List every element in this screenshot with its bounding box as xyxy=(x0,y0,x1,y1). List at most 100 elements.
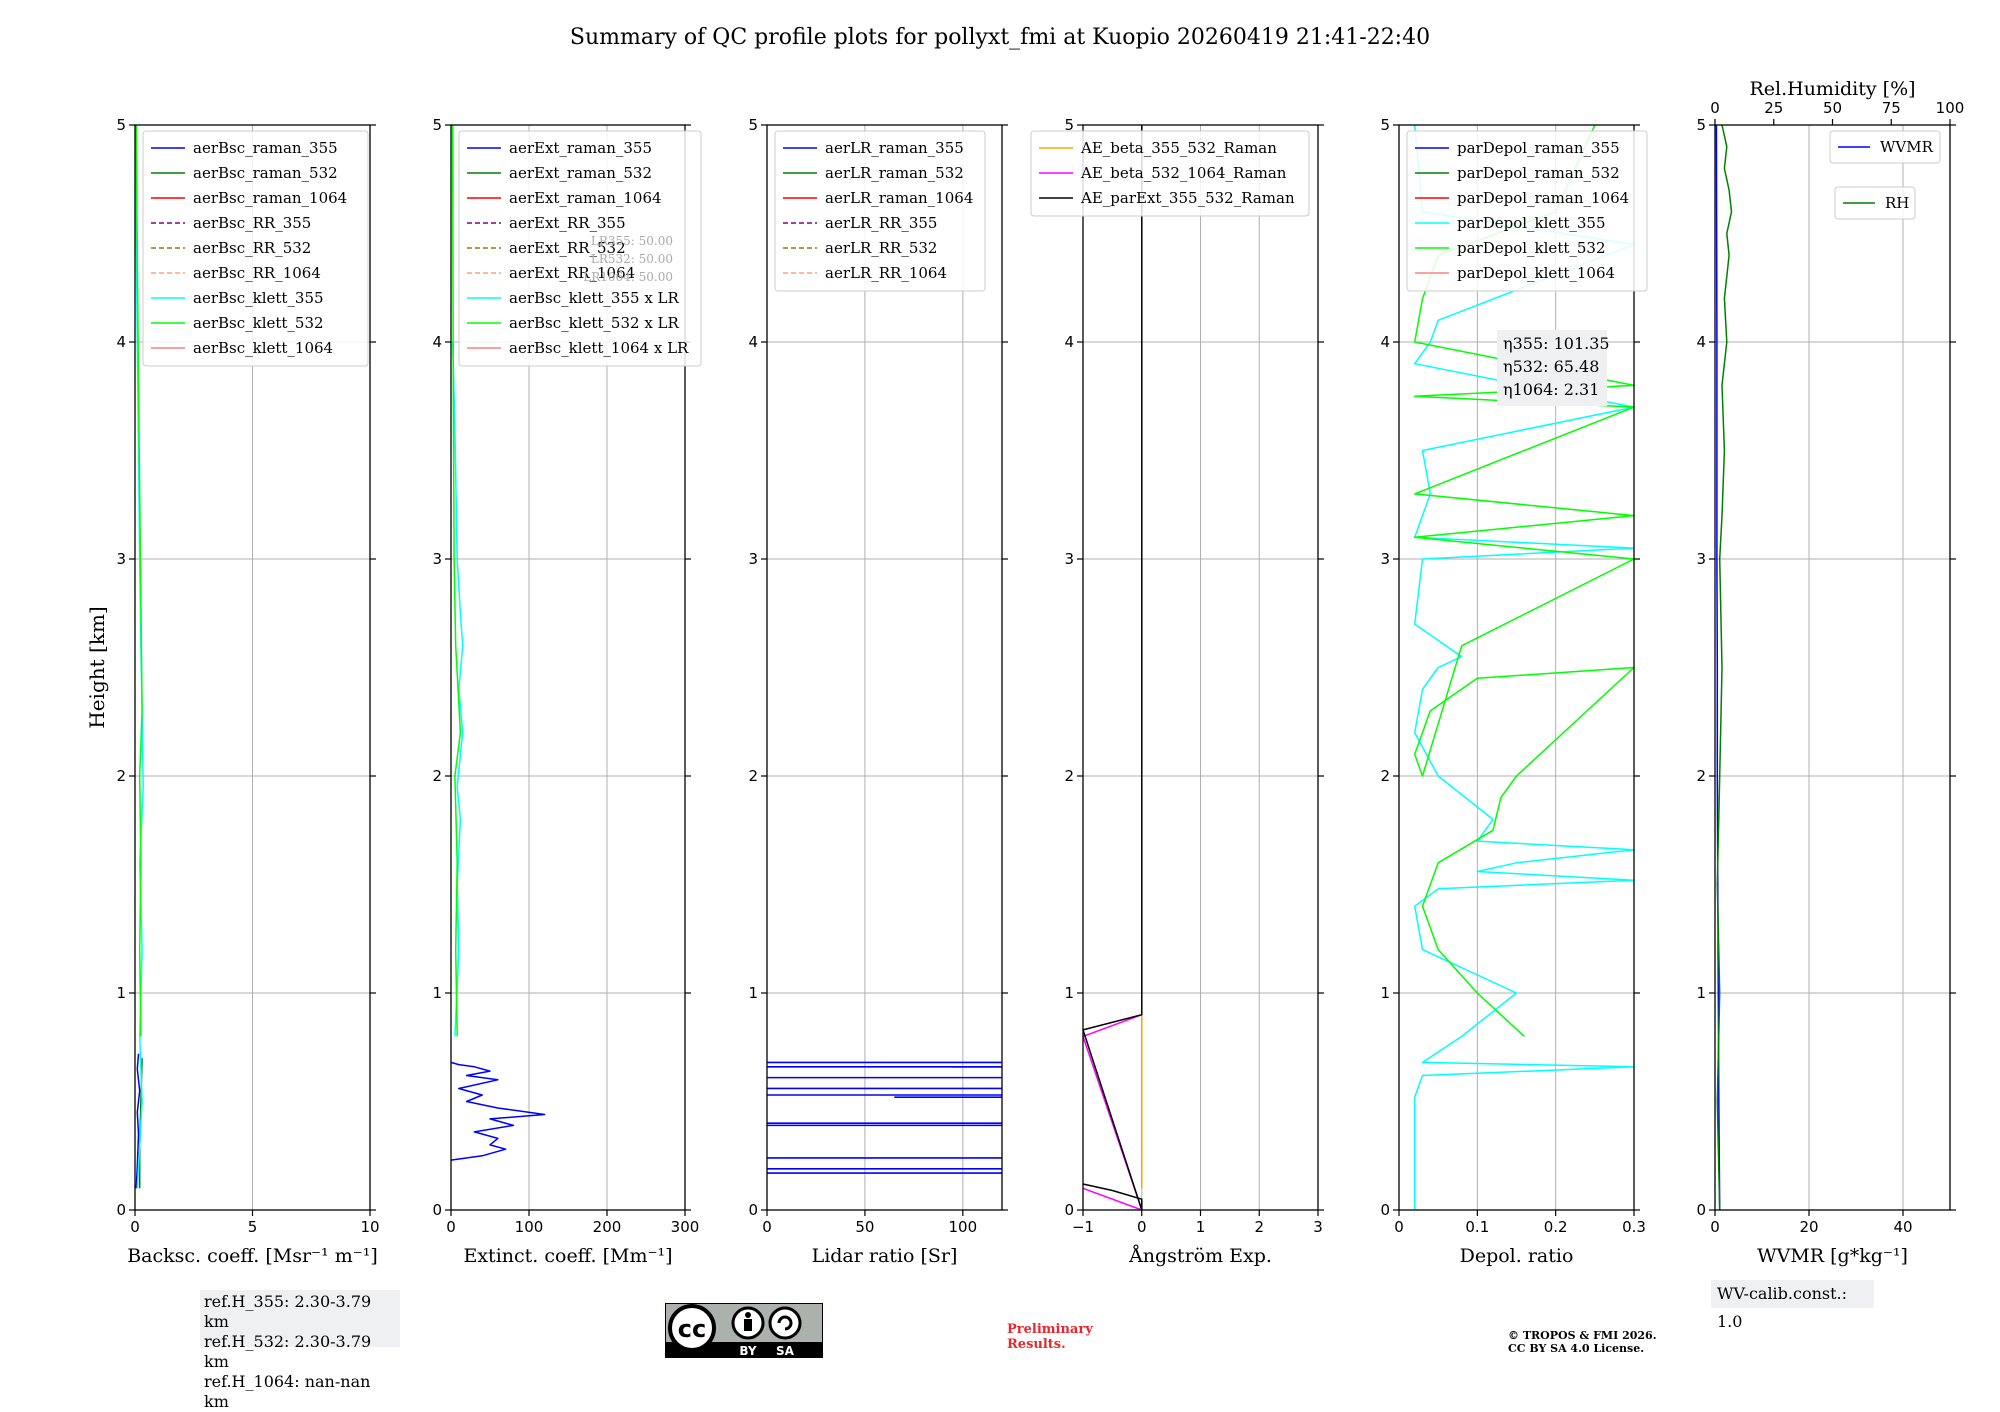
series-line xyxy=(450,1061,546,1161)
series-line xyxy=(451,124,462,1037)
legend-label: aerExt_raman_355 xyxy=(509,139,652,157)
figure-title: Summary of QC profile plots for pollyxt_… xyxy=(570,25,1430,50)
y-tick-label: 2 xyxy=(1380,767,1390,785)
x2-tick-label: 50 xyxy=(1823,99,1842,117)
x-axis-label: Extinct. coeff. [Mm⁻¹] xyxy=(463,1245,672,1267)
sa-label: SA xyxy=(776,1344,795,1358)
preliminary-line-2: Results. xyxy=(1007,1337,1066,1352)
legend-box xyxy=(1030,130,1310,217)
x-tick-label: 100 xyxy=(515,1218,544,1236)
sa-share-icon xyxy=(768,1306,802,1340)
legend-label: aerExt_raman_532 xyxy=(509,164,652,182)
series-line xyxy=(135,1053,141,1189)
axes-frame xyxy=(450,124,686,1211)
y-tick-label: 5 xyxy=(1380,116,1390,134)
y-tick-label: 0 xyxy=(116,1201,126,1219)
panel-backscatter: 0 5 10 0 1 2 3 4 5 Backsc. coeff. [Msr⁻¹ m⁻¹] Heig… xyxy=(85,116,380,1267)
x-tick-label: 5 xyxy=(248,1218,258,1236)
y-tick-label: 2 xyxy=(116,767,126,785)
y-tick-label: 5 xyxy=(432,116,442,134)
series-line xyxy=(1082,1013,1143,1211)
legend-label: AE_beta_355_532_Raman xyxy=(1080,139,1277,157)
panel-water_vapor: 0 20 40 0 1 2 3 4 5 WVMR [g*kg⁻¹] 0 25 50 75 100 Rel.Hu… xyxy=(1696,78,1964,1267)
y-tick-label: 5 xyxy=(1064,116,1074,134)
y-axis-label: Height [km] xyxy=(85,606,109,728)
x-tick-label: 300 xyxy=(671,1218,700,1236)
x2-tick-label: 0 xyxy=(1710,99,1720,117)
x-tick-label: 10 xyxy=(360,1218,379,1236)
axes-frame xyxy=(1398,124,1635,1211)
y-tick-label: 3 xyxy=(116,550,126,568)
qc-profile-figure: Summary of QC profile plots for pollyxt_… xyxy=(85,25,1964,1267)
legend-label: parDepol_klett_1064 xyxy=(1457,264,1615,282)
ref-height-355: ref.H_355: 2.30-3.79 km xyxy=(204,1292,372,1331)
wv-calibration-box: WV-calib.const.: 1.0 xyxy=(1711,1280,1874,1331)
y-tick-label: 4 xyxy=(1380,333,1390,351)
x-axis-label: Depol. ratio xyxy=(1460,1245,1574,1267)
y-tick-label: 4 xyxy=(1696,333,1706,351)
x-tick-label: −1 xyxy=(1072,1218,1094,1236)
legend-label: RH xyxy=(1885,194,1909,212)
y-tick-label: 4 xyxy=(432,333,442,351)
legend-box xyxy=(774,130,986,292)
series-line xyxy=(1413,124,1635,1037)
legend-label: aerBsc_raman_355 xyxy=(193,139,338,157)
x-tick-label: 2 xyxy=(1254,1218,1264,1236)
x-tick-label: 3 xyxy=(1313,1218,1323,1236)
legend-label: AE_beta_532_1064_Raman xyxy=(1080,164,1287,182)
y-tick-label: 1 xyxy=(1696,984,1706,1002)
legend-label: parDepol_raman_532 xyxy=(1457,164,1620,182)
preliminary-line-1: Preliminary xyxy=(1007,1322,1093,1337)
legend-label: aerBsc_klett_1064 x LR xyxy=(509,339,689,357)
x-axis-label: Ångström Exp. xyxy=(1128,1245,1272,1267)
y-tick-label: 4 xyxy=(116,333,126,351)
y-tick-label: 4 xyxy=(1064,333,1074,351)
by-label: BY xyxy=(739,1344,756,1358)
panel-lidar_ratio: 0 50 100 0 1 2 3 4 5 Lidar ratio [Sr] aerLR_raman_… xyxy=(748,116,1008,1267)
legend-label: aerBsc_raman_1064 xyxy=(193,189,347,207)
y-tick-label: 0 xyxy=(1696,1201,1706,1219)
legend-label: aerBsc_RR_532 xyxy=(193,239,311,257)
y-tick-label: 0 xyxy=(1380,1201,1390,1219)
y-tick-label: 1 xyxy=(748,984,758,1002)
y-tick-label: 1 xyxy=(1064,984,1074,1002)
x-tick-label: 0 xyxy=(130,1218,140,1236)
legend-label: aerLR_raman_355 xyxy=(825,139,964,157)
cc-label: cc xyxy=(678,1315,706,1343)
legend-label: aerBsc_klett_355 x LR xyxy=(509,289,680,307)
legend-label: aerExt_RR_532 xyxy=(509,239,626,257)
y-tick-label: 1 xyxy=(116,984,126,1002)
ref-height-1064: ref.H_1064: nan-nan km xyxy=(204,1372,371,1411)
legend-label: parDepol_raman_355 xyxy=(1457,139,1620,157)
legend-label: aerExt_RR_1064 xyxy=(509,264,635,282)
copyright-line-1: © TROPOS & FMI 2026. xyxy=(1508,1329,1657,1342)
x-tick-label: 0.2 xyxy=(1544,1218,1568,1236)
legend-label: aerBsc_klett_1064 xyxy=(193,339,333,357)
legend-label: parDepol_klett_532 xyxy=(1457,239,1606,257)
x-tick-label: 0 xyxy=(1710,1218,1720,1236)
panel-extinction: 0 100 200 300 0 1 2 3 4 5 Extinct. coeff. [Mm⁻¹] ae… xyxy=(432,116,702,1267)
y-tick-label: 5 xyxy=(748,116,758,134)
x2-tick-label: 100 xyxy=(1936,99,1965,117)
x-axis-label: Backsc. coeff. [Msr⁻¹ m⁻¹] xyxy=(127,1245,378,1267)
legend-label: aerBsc_klett_355 xyxy=(193,289,324,307)
y-tick-label: 2 xyxy=(748,767,758,785)
y-tick-label: 3 xyxy=(1696,550,1706,568)
axes-frame xyxy=(1714,124,1951,1211)
copyright-note: © TROPOS & FMI 2026. CC BY SA 4.0 Licens… xyxy=(1508,1329,1657,1355)
x-tick-label: 50 xyxy=(855,1218,874,1236)
legend-box xyxy=(1406,130,1648,292)
x-tick-label: 20 xyxy=(1799,1218,1818,1236)
cc-by-sa-badge: cc BY SA xyxy=(665,1303,823,1358)
eta-label-box xyxy=(1497,330,1607,406)
y-tick-label: 3 xyxy=(1380,550,1390,568)
lidar-ratio-label: LR1064: 50.00 xyxy=(583,270,673,284)
y-tick-label: 2 xyxy=(1696,767,1706,785)
x-tick-label: 0 xyxy=(446,1218,456,1236)
legend-label: aerBsc_klett_532 x LR xyxy=(509,314,680,332)
x-tick-label: 0.3 xyxy=(1622,1218,1646,1236)
x-tick-label: 0.1 xyxy=(1465,1218,1489,1236)
series-line xyxy=(1082,125,1143,1211)
y-tick-label: 3 xyxy=(748,550,758,568)
